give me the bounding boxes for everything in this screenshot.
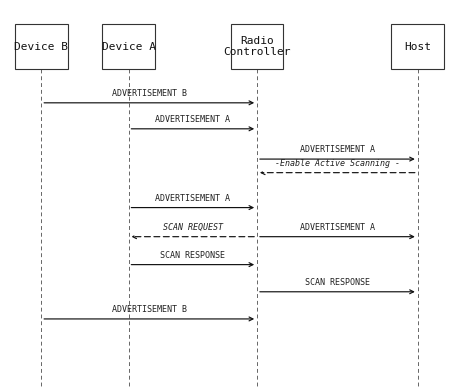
Text: ADVERTISEMENT B: ADVERTISEMENT B <box>112 89 187 98</box>
Text: ADVERTISEMENT A: ADVERTISEMENT A <box>300 146 375 154</box>
Text: Radio
Controller: Radio Controller <box>223 36 291 57</box>
Text: ADVERTISEMENT B: ADVERTISEMENT B <box>112 305 187 314</box>
Text: Device A: Device A <box>101 42 156 52</box>
Text: SCAN RESPONSE: SCAN RESPONSE <box>160 251 225 260</box>
Text: SCAN REQUEST: SCAN REQUEST <box>163 223 223 232</box>
Text: ADVERTISEMENT A: ADVERTISEMENT A <box>155 115 230 124</box>
Bar <box>102 24 155 69</box>
Text: ADVERTISEMENT A: ADVERTISEMENT A <box>155 194 230 203</box>
Text: ADVERTISEMENT A: ADVERTISEMENT A <box>300 223 375 232</box>
Text: -Enable Active Scanning -: -Enable Active Scanning - <box>275 159 400 168</box>
Bar <box>231 24 284 69</box>
Text: Host: Host <box>404 42 431 52</box>
Bar <box>15 24 68 69</box>
Text: SCAN RESPONSE: SCAN RESPONSE <box>305 278 370 287</box>
Text: Device B: Device B <box>14 42 68 52</box>
Bar <box>392 24 444 69</box>
